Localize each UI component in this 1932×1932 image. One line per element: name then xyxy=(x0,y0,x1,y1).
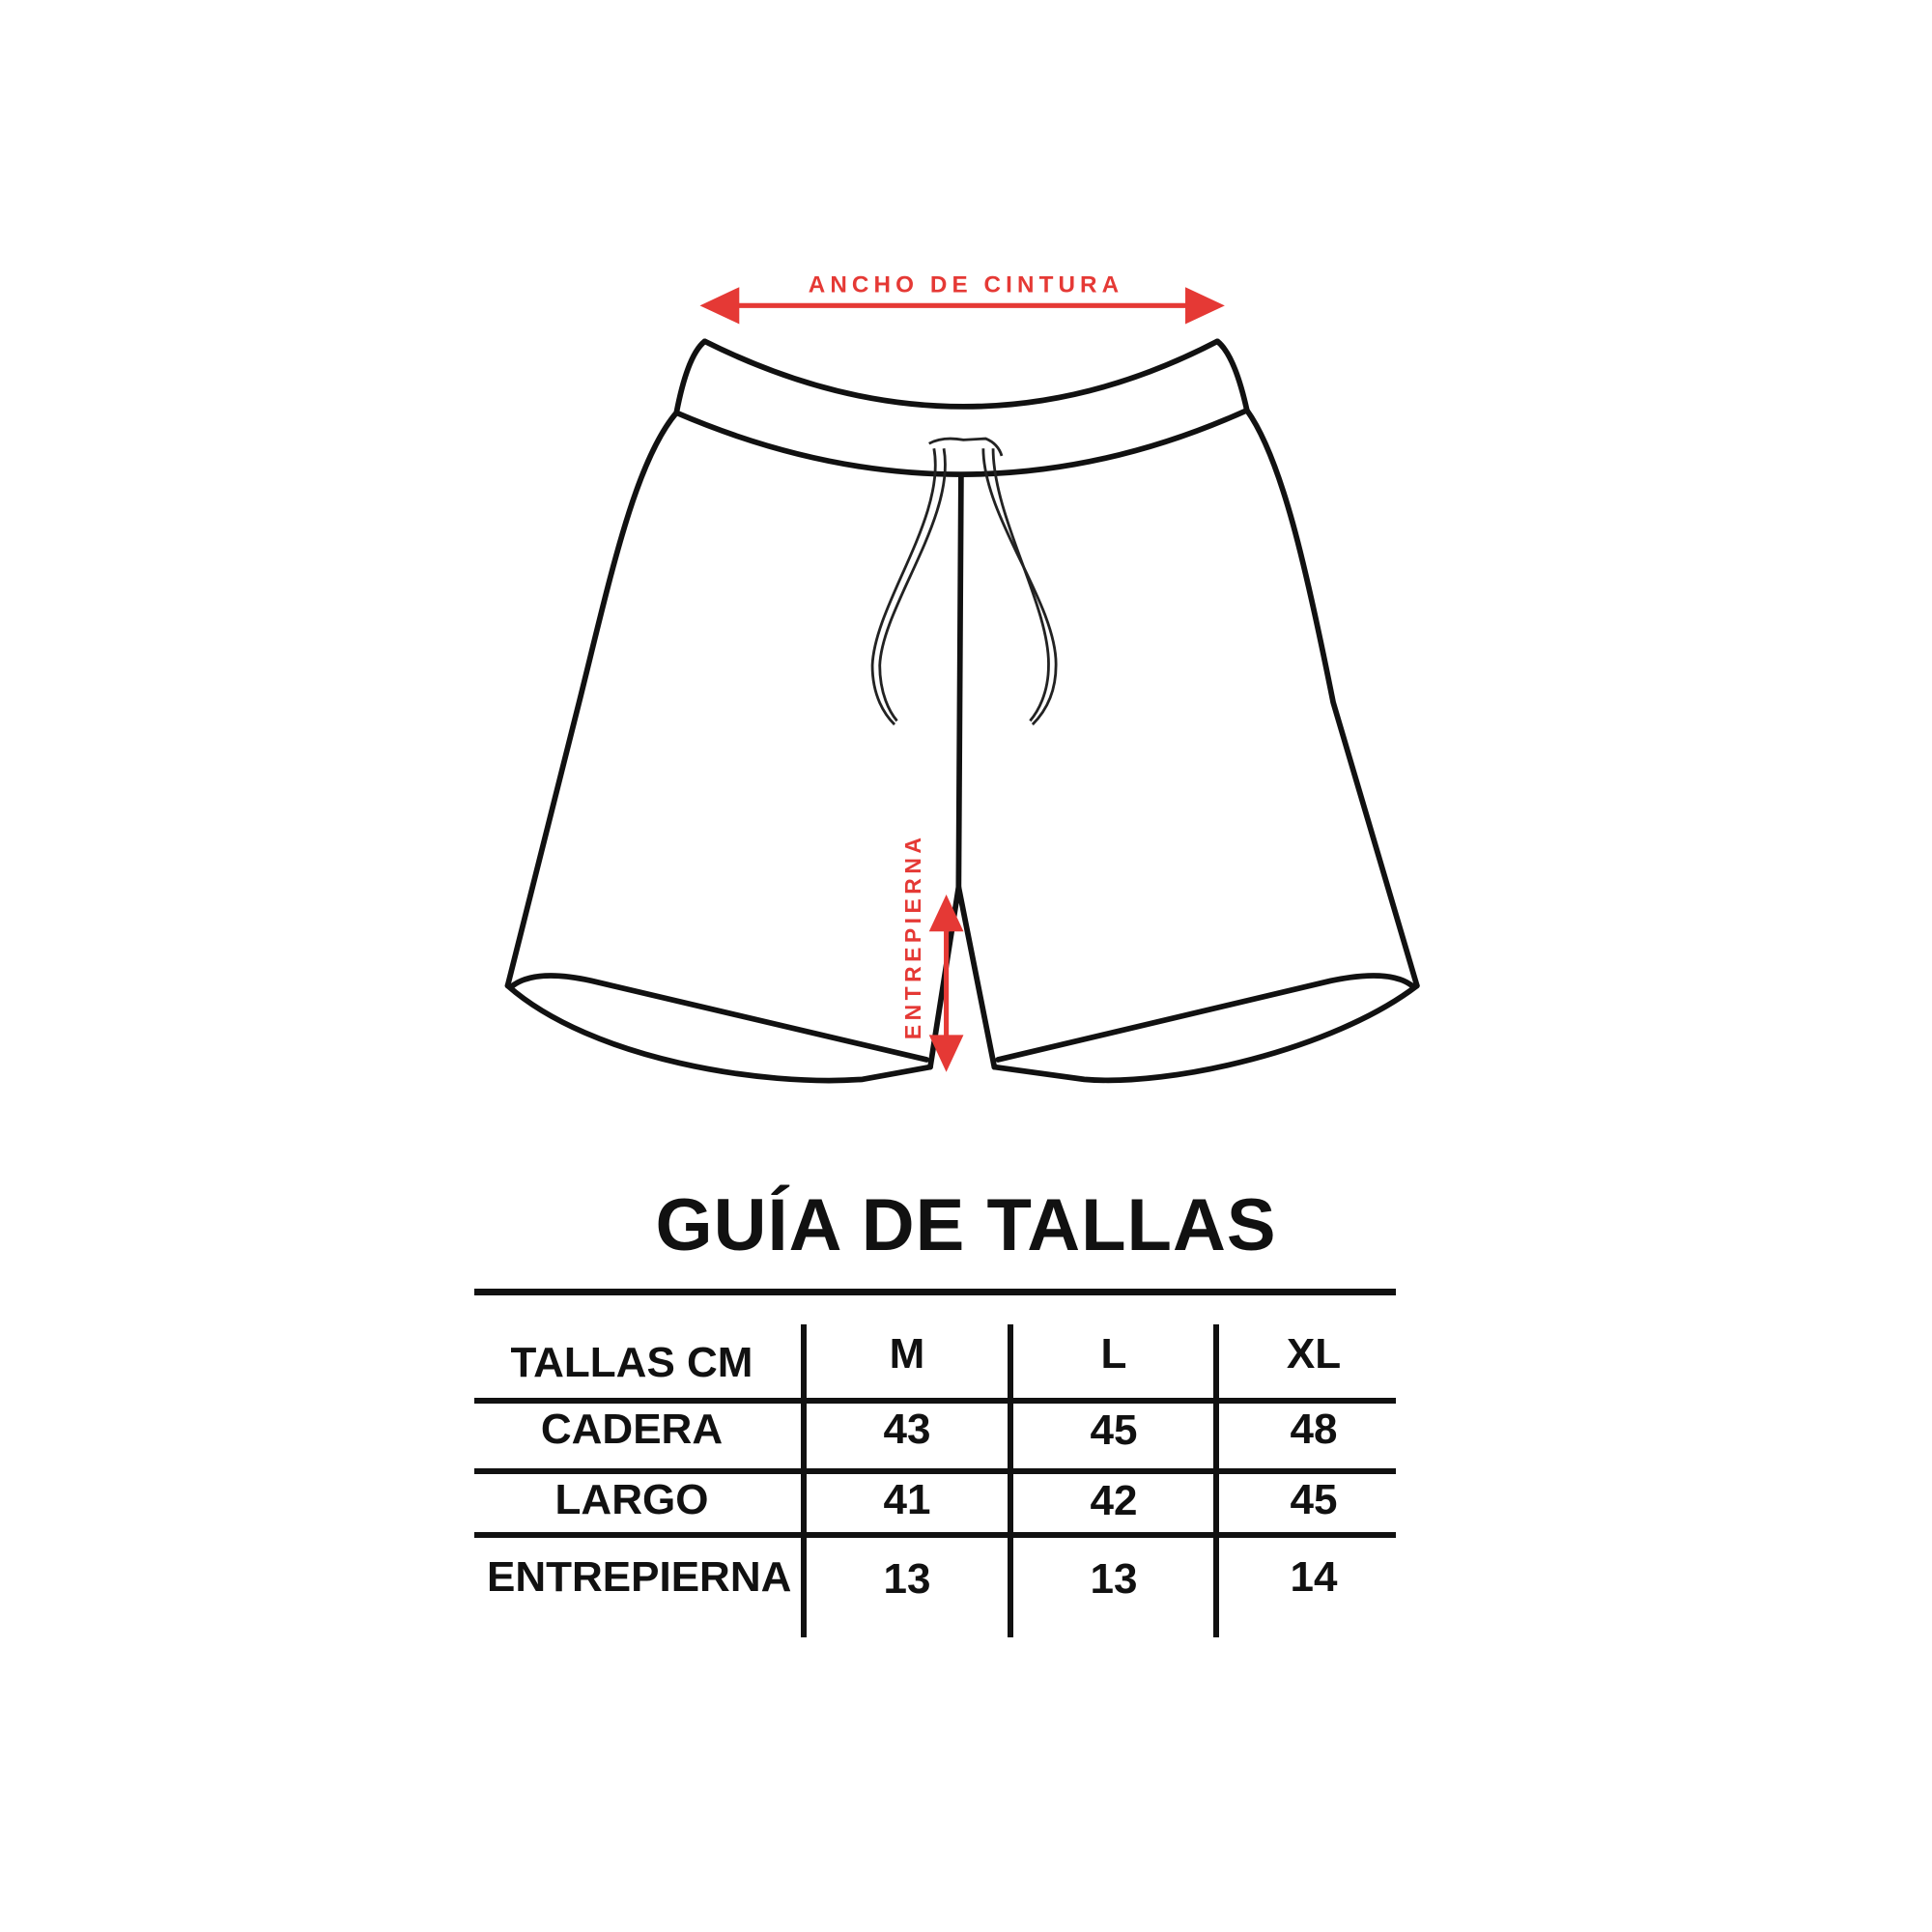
table-cell: 43 xyxy=(883,1406,931,1453)
table-cell: 48 xyxy=(1290,1406,1338,1453)
shorts-outline xyxy=(504,338,1420,1084)
header-cell: M xyxy=(889,1330,925,1378)
table-top-rule xyxy=(474,1289,1396,1295)
table-cell: 41 xyxy=(883,1476,931,1523)
table-column-divider xyxy=(1008,1324,1013,1637)
table-cell: 13 xyxy=(1090,1555,1138,1603)
table-cell: 45 xyxy=(1090,1406,1138,1454)
row-label: ENTREPIERNA xyxy=(487,1553,792,1601)
header-cell: TALLAS CM xyxy=(510,1339,753,1386)
table-column-divider xyxy=(1213,1324,1219,1637)
row-label: LARGO xyxy=(554,1476,709,1523)
table-cell: 42 xyxy=(1090,1477,1138,1524)
table-column-divider xyxy=(801,1324,807,1637)
table-cell: 45 xyxy=(1290,1476,1338,1523)
header-cell: L xyxy=(1100,1330,1127,1378)
drawstrings xyxy=(870,437,1058,725)
waist-width-label: ANCHO DE CINTURA xyxy=(809,271,1124,298)
table-divider xyxy=(474,1532,1396,1538)
waist-width-arrow xyxy=(699,287,1225,325)
table-cell: 13 xyxy=(883,1555,931,1603)
table-divider xyxy=(474,1468,1396,1474)
row-label: CADERA xyxy=(540,1406,724,1453)
inseam-arrow xyxy=(928,895,964,1072)
table-cell: 14 xyxy=(1290,1553,1338,1601)
inseam-label: ENTREPIERNA xyxy=(900,834,925,1040)
page-title: GUÍA DE TALLAS xyxy=(655,1184,1277,1266)
header-cell: XL xyxy=(1286,1330,1342,1378)
table-divider xyxy=(474,1398,1396,1404)
